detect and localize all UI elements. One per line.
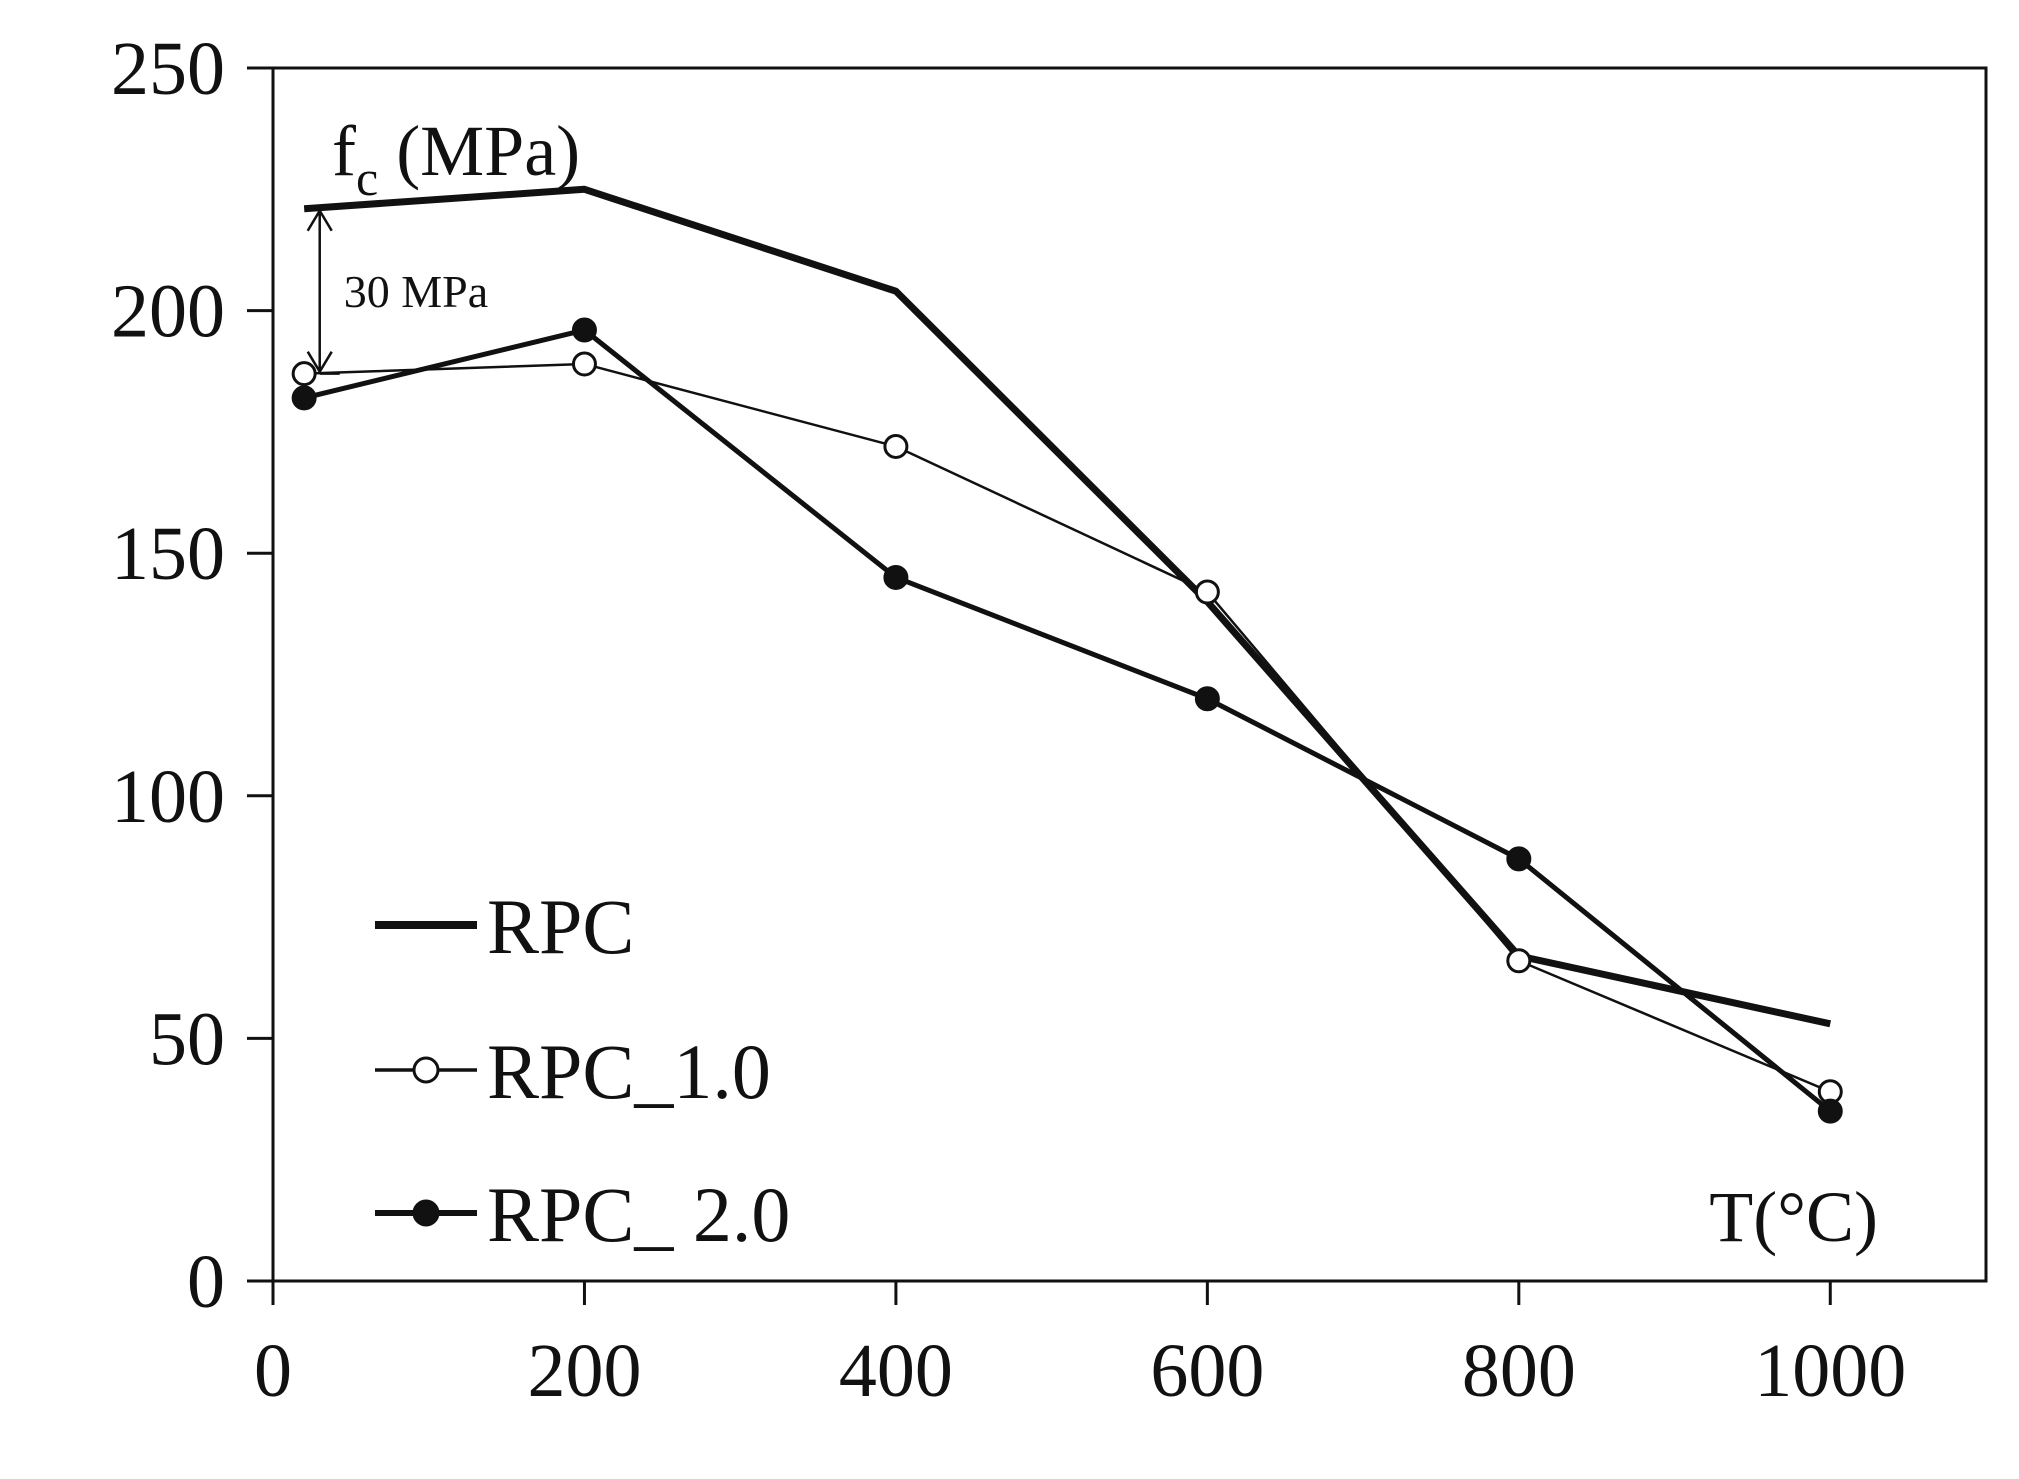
- legend: RPC RPC_1.0 RPC_ 2.0: [375, 883, 790, 1258]
- legend-label: RPC: [487, 883, 634, 970]
- legend-label: RPC_ 2.0: [487, 1171, 790, 1258]
- series-line-0: [303, 185, 1832, 1028]
- y-tick-label: 200: [111, 270, 225, 354]
- x-tick-label: 600: [1150, 1329, 1264, 1413]
- series-line-2: [303, 327, 1832, 1114]
- y-tick-label: 50: [149, 997, 225, 1081]
- x-tick-label: 1000: [1754, 1329, 1906, 1413]
- axis-ticks: 0 50 100 150 200 250 0 200 400 600 800 1000: [111, 27, 1906, 1413]
- data-point: [883, 564, 909, 590]
- legend-swatch-marker: [412, 1056, 440, 1084]
- plot-area-frame: [271, 66, 1988, 1283]
- data-point: [1194, 686, 1220, 712]
- data-point: [1817, 1098, 1843, 1124]
- series-layer: [291, 185, 1843, 1124]
- y-axis-title: fc (MPa): [332, 111, 580, 206]
- y-tick-label: 100: [111, 755, 225, 839]
- x-tick-label: 0: [254, 1329, 292, 1413]
- x-tick-label: 800: [1462, 1329, 1576, 1413]
- data-point: [883, 433, 909, 459]
- y-tick-label: 0: [187, 1240, 225, 1324]
- x-tick-label: 200: [527, 1329, 641, 1413]
- annotation-label: 30 MPa: [344, 266, 488, 317]
- x-axis-title: T(°C): [1709, 1177, 1878, 1257]
- annotation-arrowhead-bottom: [306, 351, 333, 375]
- data-point: [571, 317, 597, 343]
- legend-swatch-marker: [412, 1199, 440, 1227]
- annotation-layer: 30 MPa: [306, 208, 488, 375]
- data-point: [291, 361, 317, 387]
- data-point: [1194, 579, 1220, 605]
- annotation-arrowhead-top: [306, 208, 333, 232]
- x-tick-label: 400: [839, 1329, 953, 1413]
- data-point: [291, 385, 317, 411]
- data-point: [571, 351, 597, 377]
- data-point: [1506, 948, 1532, 974]
- series-line-1: [304, 362, 1831, 1093]
- y-tick-label: 150: [111, 512, 225, 596]
- legend-label: RPC_1.0: [487, 1028, 771, 1115]
- y-tick-label: 250: [111, 27, 225, 111]
- data-point: [1506, 846, 1532, 872]
